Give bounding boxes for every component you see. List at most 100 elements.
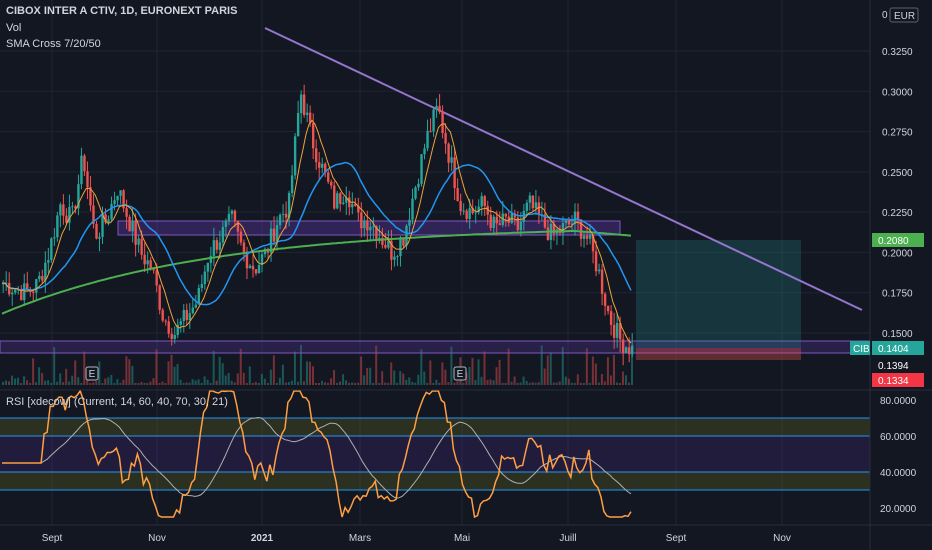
- rsi-tick-label: 60.0000: [880, 432, 917, 443]
- candle-body: [305, 112, 309, 116]
- volume-bar: [399, 371, 402, 385]
- volume-bar: [260, 373, 263, 385]
- rsi-signal-line: [2, 416, 632, 499]
- volume-bar: [86, 379, 89, 385]
- volume-bar: [83, 351, 86, 385]
- candle-body: [251, 265, 255, 270]
- volume-bar: [140, 381, 143, 385]
- price-label-text: 0.1404: [878, 344, 909, 355]
- candle-body: [278, 214, 282, 226]
- volume-bar: [546, 355, 549, 385]
- volume-bar: [26, 380, 29, 385]
- candle-body: [104, 214, 107, 223]
- volume-bar: [327, 382, 330, 385]
- volume-bar: [393, 370, 396, 385]
- rsi-overbought-band: [0, 418, 870, 436]
- candle-body: [342, 202, 345, 204]
- volume-bar: [591, 356, 594, 385]
- candle-body: [456, 188, 459, 202]
- candle-body: [537, 202, 541, 215]
- rsi-legend[interactable]: RSI [xdecow] (Current, 14, 60, 40, 70, 3…: [6, 396, 228, 408]
- volume-bar: [296, 381, 299, 385]
- candle-body: [441, 111, 444, 133]
- volume-bar: [474, 380, 477, 385]
- volume-bar: [627, 382, 630, 385]
- volume-bar: [23, 376, 26, 385]
- volume-bar: [215, 380, 218, 385]
- volume-bar: [155, 349, 158, 385]
- candle-body: [74, 206, 77, 209]
- volume-bar: [426, 382, 429, 385]
- candle-body: [594, 251, 598, 272]
- rsi-tick-label: 80.0000: [880, 396, 917, 407]
- volume-bar: [609, 375, 612, 385]
- volume-bar: [456, 381, 459, 385]
- candle-body: [230, 210, 234, 214]
- candle-body: [345, 197, 348, 203]
- candle-body: [354, 204, 357, 206]
- volume-bar: [251, 382, 254, 385]
- volume-bar: [125, 356, 128, 385]
- volume-bar: [287, 381, 290, 385]
- rsi-panel: [0, 389, 870, 519]
- candle-body: [212, 240, 216, 256]
- candle-body: [236, 220, 240, 232]
- volume-bar: [68, 381, 71, 385]
- candle-body: [609, 311, 613, 325]
- volume-bar: [131, 366, 134, 385]
- volume-bar: [477, 359, 480, 385]
- price-label-badge: [872, 373, 924, 387]
- candle-body: [453, 157, 456, 189]
- volume-bar: [314, 382, 317, 385]
- volume-bar: [408, 377, 411, 385]
- volume-bar: [116, 379, 119, 385]
- volume-bar: [89, 382, 92, 385]
- candle-body: [423, 148, 426, 155]
- volume-bar: [573, 382, 576, 385]
- candle-body: [612, 324, 616, 338]
- volume-bar: [321, 380, 324, 385]
- candle-body: [444, 132, 447, 144]
- volume-bar: [489, 379, 492, 385]
- candle-body: [486, 205, 489, 215]
- candle-body: [369, 226, 372, 231]
- volume-bar: [269, 369, 272, 385]
- candle-body: [339, 193, 342, 204]
- volume-bar: [387, 382, 390, 385]
- sma-legend[interactable]: SMA Cross 7/20/50: [6, 38, 101, 50]
- symbol-tag-badge: [850, 341, 870, 355]
- volume-bars: [2, 344, 633, 385]
- candle-body: [32, 291, 35, 293]
- candle-body: [62, 204, 65, 216]
- candle-body: [275, 225, 279, 242]
- volume-bar: [405, 379, 408, 385]
- candle-body: [396, 256, 399, 258]
- candle-body: [330, 181, 333, 186]
- volume-bar: [606, 357, 609, 385]
- rsi-tick-label: 20.0000: [880, 504, 917, 515]
- volume-bar: [480, 376, 483, 385]
- candle-body: [618, 323, 622, 340]
- time-tick-label: Nov: [773, 533, 791, 544]
- volume-bar: [396, 382, 399, 385]
- volume-bar: [50, 382, 53, 385]
- volume-bar: [378, 382, 381, 385]
- candle-body: [492, 216, 495, 228]
- candle-body: [308, 112, 312, 124]
- volume-bar: [567, 378, 570, 385]
- price-label-badge: [872, 358, 924, 372]
- volume-bar: [59, 373, 62, 385]
- moving-averages: [1, 119, 632, 344]
- price-tick-label: 0.2250: [882, 208, 913, 219]
- price-tick-label: 0.3250: [882, 47, 913, 58]
- volume-bar: [143, 382, 146, 385]
- rsi-line: [2, 389, 632, 519]
- candle-body: [477, 206, 480, 213]
- volume-bar: [390, 362, 393, 385]
- candle-body: [465, 210, 468, 219]
- vol-legend[interactable]: Vol: [6, 22, 22, 34]
- volume-bar: [444, 369, 447, 385]
- candle-body: [299, 94, 303, 114]
- candle-body: [579, 219, 583, 239]
